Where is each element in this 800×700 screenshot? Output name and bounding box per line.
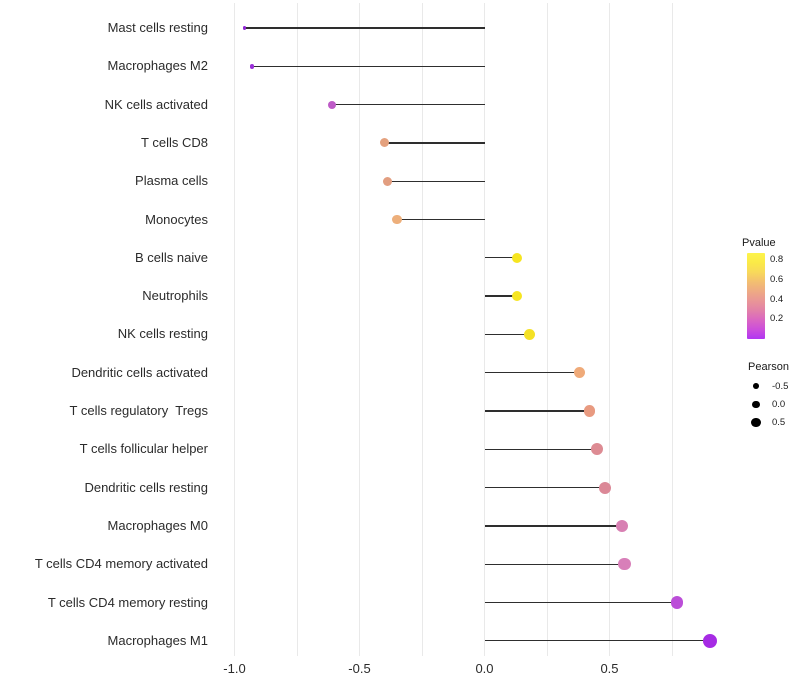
lollipop-stem (484, 257, 517, 259)
y-axis-label: Dendritic cells activated (71, 364, 208, 380)
gridline (296, 3, 298, 656)
y-axis-label: T cells CD4 memory activated (34, 556, 208, 572)
lollipop-dot (702, 633, 717, 648)
lollipop-dot (328, 100, 336, 109)
pvalue-colorbar (747, 253, 765, 339)
x-tick-label: -0.5 (348, 661, 371, 676)
lollipop-dot (380, 138, 389, 148)
y-axis-label: T cells regulatory Tregs (69, 403, 208, 418)
pearson-legend-label: 0.5 (772, 417, 786, 428)
y-axis-label: B cells naive (135, 249, 208, 265)
lollipop-dot (392, 214, 402, 225)
lollipop-dot (598, 481, 611, 494)
y-axis-label: Neutrophils (142, 288, 208, 304)
y-axis-label: Plasma cells (135, 173, 208, 189)
lollipop-stem (484, 410, 590, 412)
gridline (484, 3, 485, 656)
lollipop-dot (511, 290, 523, 302)
lollipop-stem (484, 295, 517, 297)
gridline (609, 3, 610, 656)
lollipop-stem (387, 180, 485, 182)
y-axis-label: NK cells resting (117, 326, 208, 342)
lollipop-stem (484, 372, 580, 374)
lollipop-stem (484, 486, 605, 489)
y-axis-label: Dendritic cells resting (84, 479, 208, 495)
y-axis-label: Macrophages M2 (107, 58, 208, 74)
pearson-legend-dot (753, 383, 759, 389)
gridline (359, 3, 360, 656)
gridline (546, 3, 548, 656)
pearson-legend-title: Pearson (748, 361, 789, 373)
lollipop-dot (591, 443, 603, 456)
lollipop-dot (573, 366, 586, 379)
lollipop-dot (511, 252, 523, 264)
y-axis-label: NK cells activated (104, 96, 208, 112)
lollipop-stem (484, 333, 530, 336)
pearson-legend-dot (752, 400, 760, 409)
x-tick-label: -1.0 (223, 661, 246, 676)
y-axis-label: Monocytes (145, 211, 208, 227)
y-axis-label: Mast cells resting (107, 20, 208, 35)
lollipop-stem (332, 103, 485, 106)
gridline (421, 3, 423, 656)
x-tick-label: 0.0 (475, 661, 494, 676)
y-axis-label: Macrophages M1 (107, 632, 208, 648)
x-tick-label: 0.5 (600, 661, 619, 676)
pvalue-tick-label: 0.2 (770, 313, 784, 325)
pearson-legend-label: 0.0 (772, 399, 786, 410)
lollipop-stem (384, 142, 485, 144)
lollipop-dot (618, 557, 631, 571)
lollipop-stem (484, 525, 622, 527)
lollipop-stem (244, 27, 485, 29)
pvalue-tick-label: 0.6 (770, 273, 784, 285)
y-axis-label: T cells follicular helper (79, 441, 208, 457)
lollipop-stem (484, 601, 677, 604)
lollipop-dot (616, 519, 628, 532)
pvalue-tick-label: 0.4 (770, 293, 784, 305)
lollipop-dot (249, 64, 255, 69)
pearson-legend-label: -0.5 (772, 380, 789, 392)
pvalue-legend-title: Pvalue (742, 237, 776, 249)
lollipop-stem (484, 563, 625, 565)
pvalue-tick-label: 0.8 (770, 254, 784, 265)
lollipop-dot (670, 596, 684, 609)
lollipop-stem (484, 640, 710, 642)
lollipop-dot (242, 26, 247, 30)
lollipop-stem (252, 65, 485, 67)
lollipop-stem (397, 218, 485, 221)
lollipop-dot (382, 176, 392, 186)
gridline (671, 3, 673, 656)
lollipop-stem (484, 448, 597, 450)
y-axis-label: Macrophages M0 (107, 517, 208, 533)
y-axis-label: T cells CD8 (141, 134, 208, 150)
gridline (234, 3, 235, 656)
pearson-legend-dot (751, 417, 761, 428)
lollipop-dot (583, 405, 596, 417)
y-axis-label: T cells CD4 memory resting (47, 594, 208, 610)
lollipop-dot (524, 328, 535, 340)
